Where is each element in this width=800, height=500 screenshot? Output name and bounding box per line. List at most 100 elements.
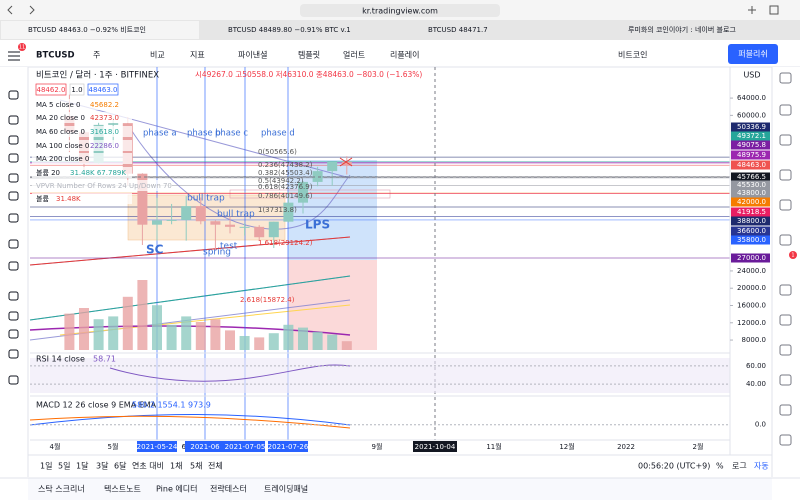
browser-icons[interactable]: [748, 5, 779, 15]
tab[interactable]: [201, 21, 399, 39]
legend-name: VPVR Number Of Rows 24 Up/Down 70: [36, 182, 172, 190]
volume-bar: [64, 313, 75, 350]
chart-title: 비트코인 / 달러 · 1주 · BITFINEX: [36, 70, 159, 81]
quote-box[interactable]: [69, 83, 85, 96]
range-button[interactable]: 1달: [76, 462, 89, 471]
left-toolbar: [0, 67, 28, 477]
range-button[interactable]: 전체: [208, 461, 223, 471]
tool-icon[interactable]: [8, 115, 19, 125]
panel-tab[interactable]: 스탁 스크리너: [38, 484, 85, 494]
side-icon[interactable]: [779, 199, 792, 211]
tool-icon[interactable]: [8, 375, 19, 385]
percent-toggle[interactable]: %: [716, 462, 724, 471]
tool-icon[interactable]: [8, 291, 19, 301]
tab[interactable]: [601, 21, 799, 39]
layout-name[interactable]: 비트코인: [618, 50, 647, 60]
toolbar-item[interactable]: 지표: [190, 51, 205, 60]
tool-icon[interactable]: [8, 135, 19, 145]
quote-box[interactable]: [87, 83, 119, 96]
toolbar-item[interactable]: 리플레이: [390, 50, 419, 60]
tab[interactable]: [401, 21, 599, 39]
macd-legend: MACD 12 26 close 9 EMA EMA: [36, 401, 157, 410]
range-button[interactable]: 1일: [40, 462, 52, 471]
volume-bar: [298, 327, 308, 350]
legend-value: 42373.0: [90, 114, 119, 122]
date-label: 2021-06: [190, 443, 220, 451]
panel-tab[interactable]: 전략테스터: [210, 484, 247, 494]
annotation: phase b: [187, 129, 221, 139]
tool-icon[interactable]: [8, 239, 19, 249]
tool-icon[interactable]: [8, 90, 19, 100]
cursor-date: 2021-10-04: [415, 443, 456, 451]
price-label-bg: [731, 226, 770, 236]
legend-value: 22286.0: [90, 142, 119, 150]
range-button[interactable]: 1채: [170, 461, 182, 471]
ma-line: [29, 236, 351, 266]
range-button[interactable]: 연초 대비: [132, 462, 164, 471]
panel-tab[interactable]: 텍스트노트: [104, 484, 141, 494]
candle-body: [327, 161, 338, 172]
toolbar-item[interactable]: 얼러트: [343, 50, 365, 60]
panel-tab[interactable]: Pine 에디터: [156, 485, 198, 494]
side-icon[interactable]: [779, 169, 792, 181]
rsi-value: 58.71: [93, 355, 116, 364]
side-icon[interactable]: [779, 344, 792, 356]
date-label: 2021-05-24: [137, 443, 178, 451]
menu-icon[interactable]: [8, 51, 20, 61]
log-toggle[interactable]: 로그: [732, 462, 747, 471]
side-icon[interactable]: [779, 234, 792, 246]
url-field[interactable]: [300, 4, 500, 17]
price-label-bg: [731, 235, 770, 245]
legend-name: MA 200 close 0: [36, 155, 89, 163]
tool-icon[interactable]: [8, 213, 19, 223]
range-button[interactable]: 6달: [114, 462, 127, 471]
side-icon[interactable]: [779, 374, 792, 386]
x-tick-label: 2022: [617, 443, 635, 451]
tool-icon[interactable]: [8, 311, 19, 321]
panel-tab[interactable]: 트레이딩패널: [264, 484, 308, 494]
legend-name: MA 5 close 0: [36, 101, 80, 109]
auto-toggle[interactable]: 자동: [754, 462, 769, 471]
toolbar-item[interactable]: 비교: [150, 51, 165, 60]
side-icon[interactable]: [779, 284, 792, 296]
legend-bg: [32, 140, 132, 151]
fib-level: 1.618(29124.2): [258, 239, 313, 247]
range-button[interactable]: 5일: [58, 462, 70, 471]
quote-box[interactable]: [35, 83, 67, 96]
toolbar-item[interactable]: 템플릿: [298, 50, 320, 60]
price-label: 45766.5: [737, 173, 766, 181]
tab-strip: [0, 20, 800, 40]
tool-icon[interactable]: [8, 153, 19, 163]
tab[interactable]: [1, 21, 199, 39]
volume-bar: [152, 305, 162, 350]
candle-body: [225, 224, 235, 227]
currency[interactable]: USD: [743, 71, 760, 80]
legend-name: MA 20 close 0: [36, 114, 85, 122]
tool-icon[interactable]: [8, 191, 19, 201]
side-icon[interactable]: [779, 314, 792, 326]
rsi-band: [30, 358, 730, 393]
toolbar-item[interactable]: 파이낸셜: [238, 50, 267, 60]
side-icon[interactable]: [779, 134, 792, 146]
side-icon[interactable]: [779, 104, 792, 116]
side-icon[interactable]: [779, 72, 792, 84]
rsi-legend: RSI 14 close: [36, 355, 85, 364]
volume-bar: [108, 316, 119, 350]
tool-icon[interactable]: [8, 173, 19, 183]
fib-level: 0.5(43942.2): [258, 177, 304, 185]
volume-bar: [254, 337, 265, 350]
symbol[interactable]: BTCUSD: [36, 51, 75, 61]
tool-icon[interactable]: [8, 261, 19, 271]
volume-bar: [195, 322, 206, 350]
tab-title: BTCUSD 48489.80 −0.91% BTC v.1: [228, 26, 351, 34]
side-icon[interactable]: [779, 404, 792, 416]
tool-icon[interactable]: [8, 329, 19, 339]
publish-button[interactable]: [728, 44, 778, 64]
interval[interactable]: 주: [93, 51, 100, 60]
side-icon[interactable]: [779, 434, 792, 446]
range-button[interactable]: 3달: [96, 462, 109, 471]
nav-arrows[interactable]: [7, 5, 35, 15]
range-button[interactable]: 5채: [190, 461, 202, 471]
candle-body: [64, 116, 75, 133]
tool-icon[interactable]: [8, 349, 19, 359]
